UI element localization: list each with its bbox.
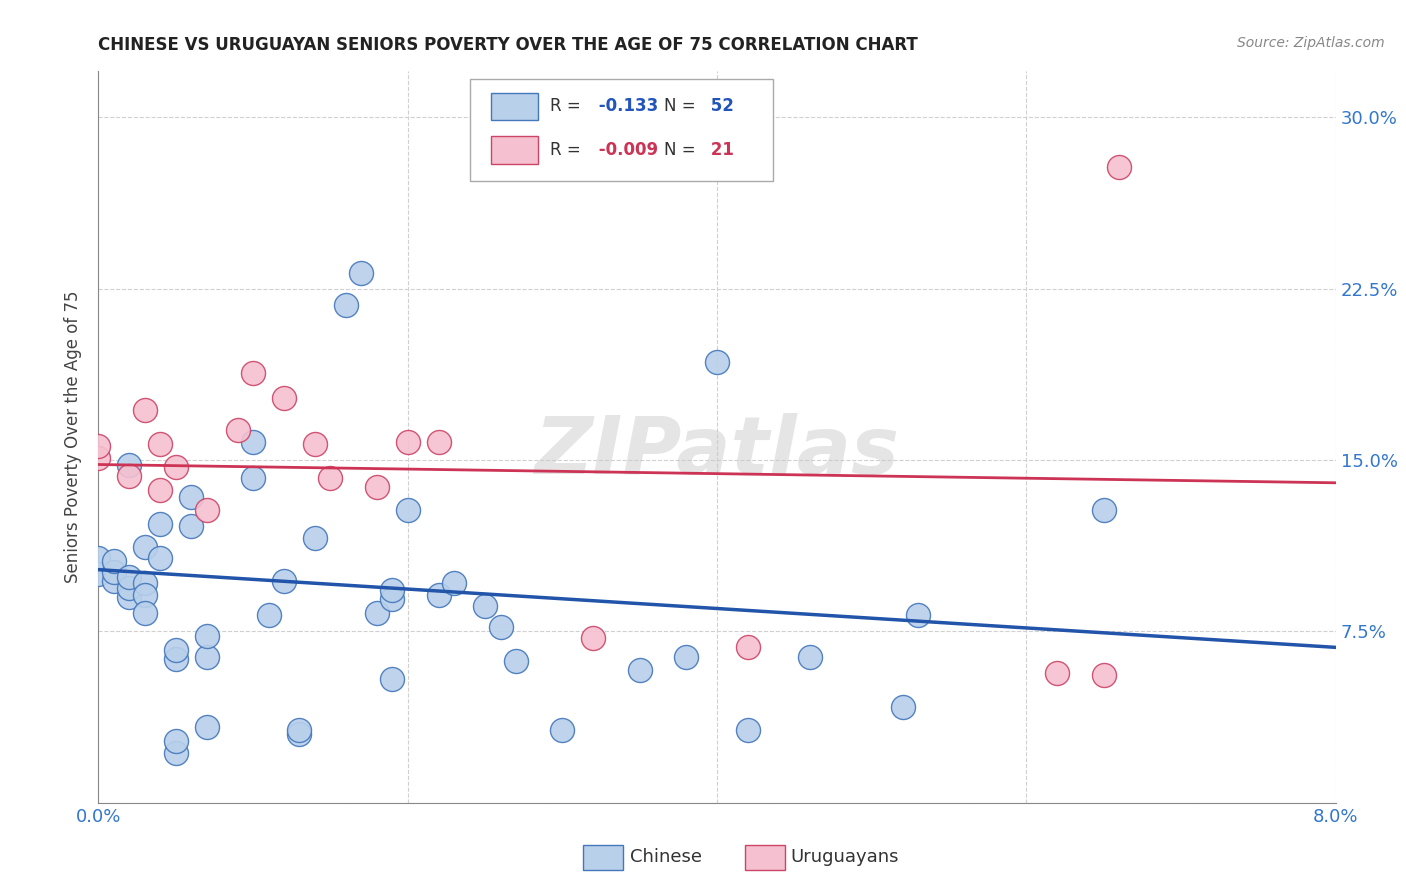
Point [134, 540, 156, 554]
Point [134, 576, 156, 591]
Point [226, 423, 249, 437]
Point [103, 574, 125, 588]
Point [427, 588, 450, 602]
Point [366, 606, 388, 620]
Point [149, 483, 172, 497]
Point [273, 391, 295, 405]
Point [474, 599, 496, 614]
FancyBboxPatch shape [470, 78, 773, 181]
Text: N =: N = [664, 97, 696, 115]
FancyBboxPatch shape [491, 136, 537, 164]
Text: 21: 21 [704, 141, 734, 160]
Text: Source: ZipAtlas.com: Source: ZipAtlas.com [1237, 36, 1385, 50]
Point [134, 606, 156, 620]
Point [195, 649, 218, 664]
Point [180, 519, 202, 533]
Text: 52: 52 [704, 97, 734, 115]
Point [551, 723, 574, 737]
Point [737, 723, 759, 737]
Text: -0.009: -0.009 [593, 141, 658, 160]
Point [737, 640, 759, 655]
FancyBboxPatch shape [491, 93, 537, 120]
Point [350, 266, 373, 280]
Point [118, 581, 141, 595]
Point [489, 620, 512, 634]
Point [396, 503, 419, 517]
Point [505, 654, 527, 668]
Point [304, 437, 326, 451]
Point [628, 663, 651, 677]
Point [165, 459, 187, 474]
Point [149, 516, 172, 531]
Point [165, 746, 187, 760]
Point [195, 629, 218, 643]
Text: Uruguayans: Uruguayans [790, 848, 898, 866]
Point [149, 551, 172, 566]
Point [87, 439, 110, 453]
Point [1092, 667, 1115, 681]
Point [319, 471, 342, 485]
Point [381, 673, 404, 687]
Point [799, 649, 821, 664]
Point [366, 480, 388, 494]
Point [443, 576, 465, 591]
Point [165, 734, 187, 748]
Y-axis label: Seniors Poverty Over the Age of 75: Seniors Poverty Over the Age of 75 [65, 291, 83, 583]
Point [427, 434, 450, 449]
Point [1092, 503, 1115, 517]
Point [242, 434, 264, 449]
Point [87, 567, 110, 582]
Point [304, 531, 326, 545]
Point [103, 565, 125, 579]
Point [381, 592, 404, 607]
Point [118, 569, 141, 583]
Text: R =: R = [550, 97, 581, 115]
Point [242, 366, 264, 380]
Text: CHINESE VS URUGUAYAN SENIORS POVERTY OVER THE AGE OF 75 CORRELATION CHART: CHINESE VS URUGUAYAN SENIORS POVERTY OVE… [98, 36, 918, 54]
Point [288, 727, 311, 741]
Point [335, 297, 357, 311]
Point [582, 632, 605, 646]
Point [149, 437, 172, 451]
Point [180, 490, 202, 504]
Point [195, 503, 218, 517]
Point [165, 652, 187, 666]
Point [706, 354, 728, 368]
Point [87, 450, 110, 465]
Point [1046, 665, 1069, 680]
Point [195, 720, 218, 734]
Point [257, 608, 280, 623]
Point [907, 608, 929, 623]
Point [242, 471, 264, 485]
Point [675, 649, 697, 664]
Point [118, 590, 141, 604]
Text: ZIPatlas: ZIPatlas [534, 413, 900, 491]
Text: N =: N = [664, 141, 696, 160]
Point [1108, 161, 1130, 175]
Point [118, 469, 141, 483]
Point [118, 458, 141, 472]
Point [381, 583, 404, 598]
Text: Chinese: Chinese [630, 848, 702, 866]
Point [103, 553, 125, 567]
Point [134, 402, 156, 417]
Point [165, 642, 187, 657]
Text: R =: R = [550, 141, 581, 160]
Point [134, 588, 156, 602]
Point [273, 574, 295, 588]
Point [891, 699, 914, 714]
Point [396, 434, 419, 449]
Text: -0.133: -0.133 [593, 97, 658, 115]
Point [288, 723, 311, 737]
Point [87, 551, 110, 566]
